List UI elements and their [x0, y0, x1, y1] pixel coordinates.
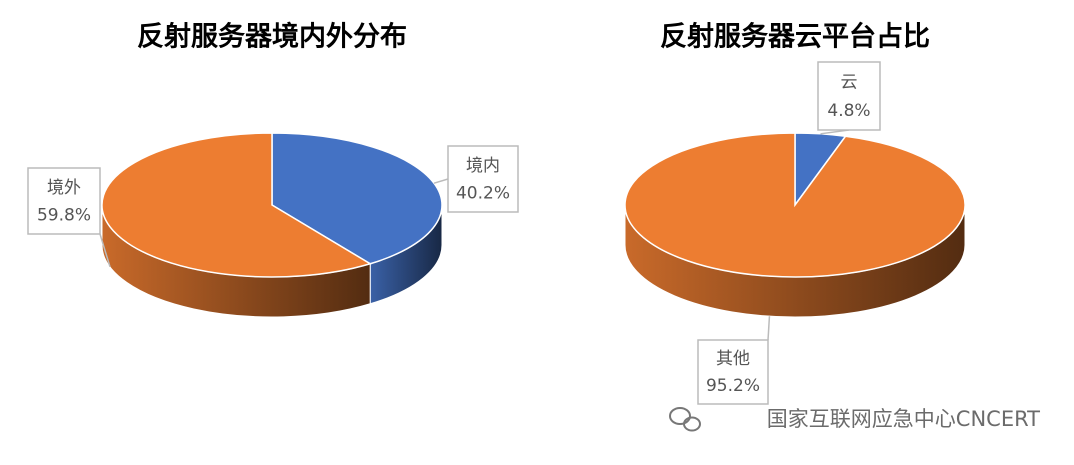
category-label: 境外 — [47, 178, 81, 198]
label-box — [447, 145, 519, 213]
slice — [624, 132, 966, 278]
watermark-icon — [669, 407, 701, 432]
value-label: 4.8% — [827, 101, 870, 121]
leader-line — [767, 316, 771, 341]
value-label: 95.2% — [706, 376, 760, 396]
category-label: 境内 — [466, 156, 500, 176]
label-box — [817, 61, 881, 131]
category-label: 云 — [841, 72, 858, 92]
slice — [271, 132, 443, 265]
leader-line — [433, 178, 449, 184]
label-box — [697, 339, 769, 405]
category-label: 其他 — [716, 349, 750, 369]
chart-title: 反射服务器云平台占比 — [660, 21, 930, 53]
value-label: 40.2% — [456, 184, 510, 204]
leader-line — [99, 233, 111, 268]
chart-title: 反射服务器境内外分布 — [137, 22, 407, 53]
slice — [101, 132, 373, 278]
label-box — [27, 167, 101, 235]
watermark: 国家互联网应急中心CNCERT — [767, 407, 1040, 431]
value-label: 59.8% — [37, 206, 91, 226]
